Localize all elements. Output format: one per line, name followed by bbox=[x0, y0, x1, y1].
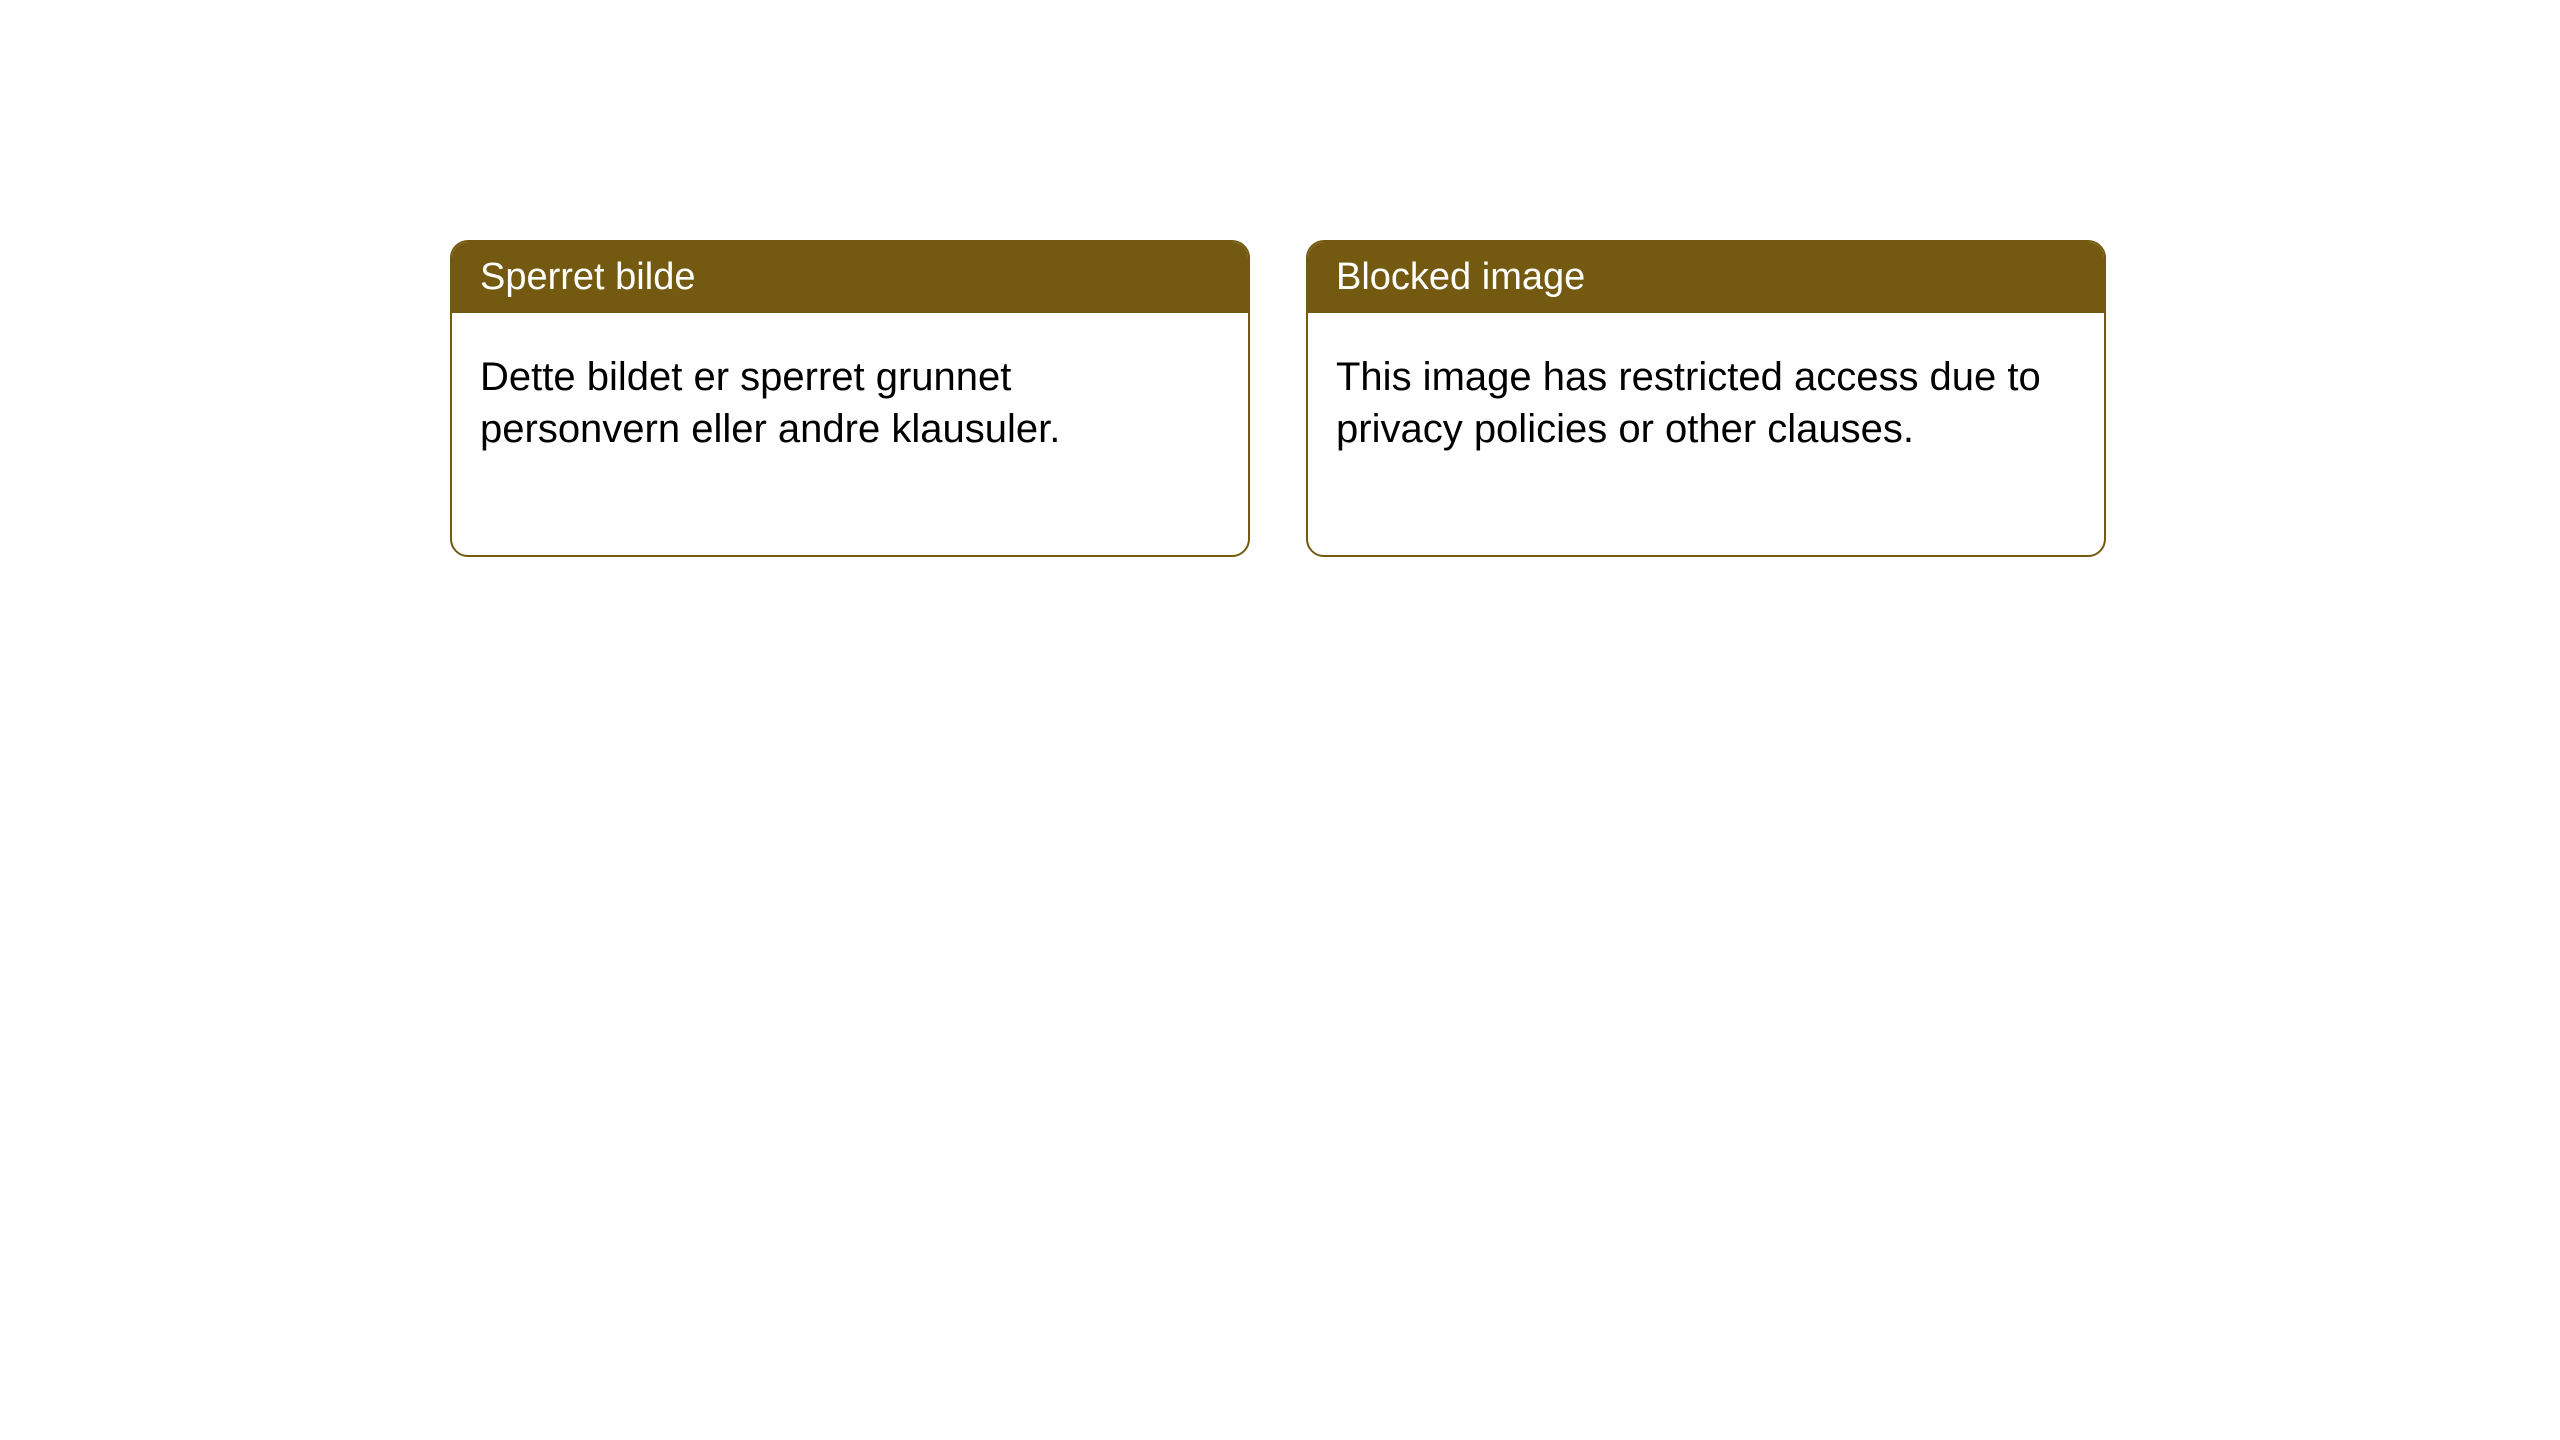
notice-card-norwegian: Sperret bilde Dette bildet er sperret gr… bbox=[450, 240, 1250, 557]
notice-title: Sperret bilde bbox=[452, 242, 1248, 313]
notice-card-english: Blocked image This image has restricted … bbox=[1306, 240, 2106, 557]
notice-body: This image has restricted access due to … bbox=[1308, 313, 2104, 555]
notices-container: Sperret bilde Dette bildet er sperret gr… bbox=[0, 0, 2560, 557]
notice-body: Dette bildet er sperret grunnet personve… bbox=[452, 313, 1248, 555]
notice-title: Blocked image bbox=[1308, 242, 2104, 313]
